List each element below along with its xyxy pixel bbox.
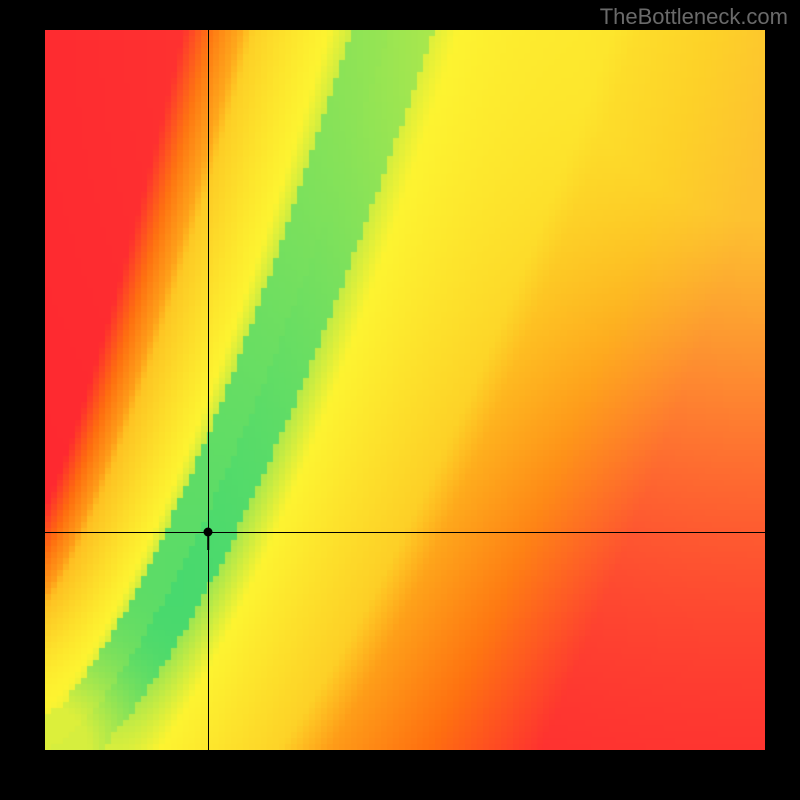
- crosshair-vertical: [208, 30, 209, 750]
- marker-dot: [204, 527, 213, 536]
- plot-area: [45, 30, 765, 750]
- watermark-text: TheBottleneck.com: [600, 4, 788, 30]
- crosshair-horizontal: [45, 532, 765, 533]
- marker-tick: [208, 536, 210, 550]
- bottleneck-heatmap: [45, 30, 765, 750]
